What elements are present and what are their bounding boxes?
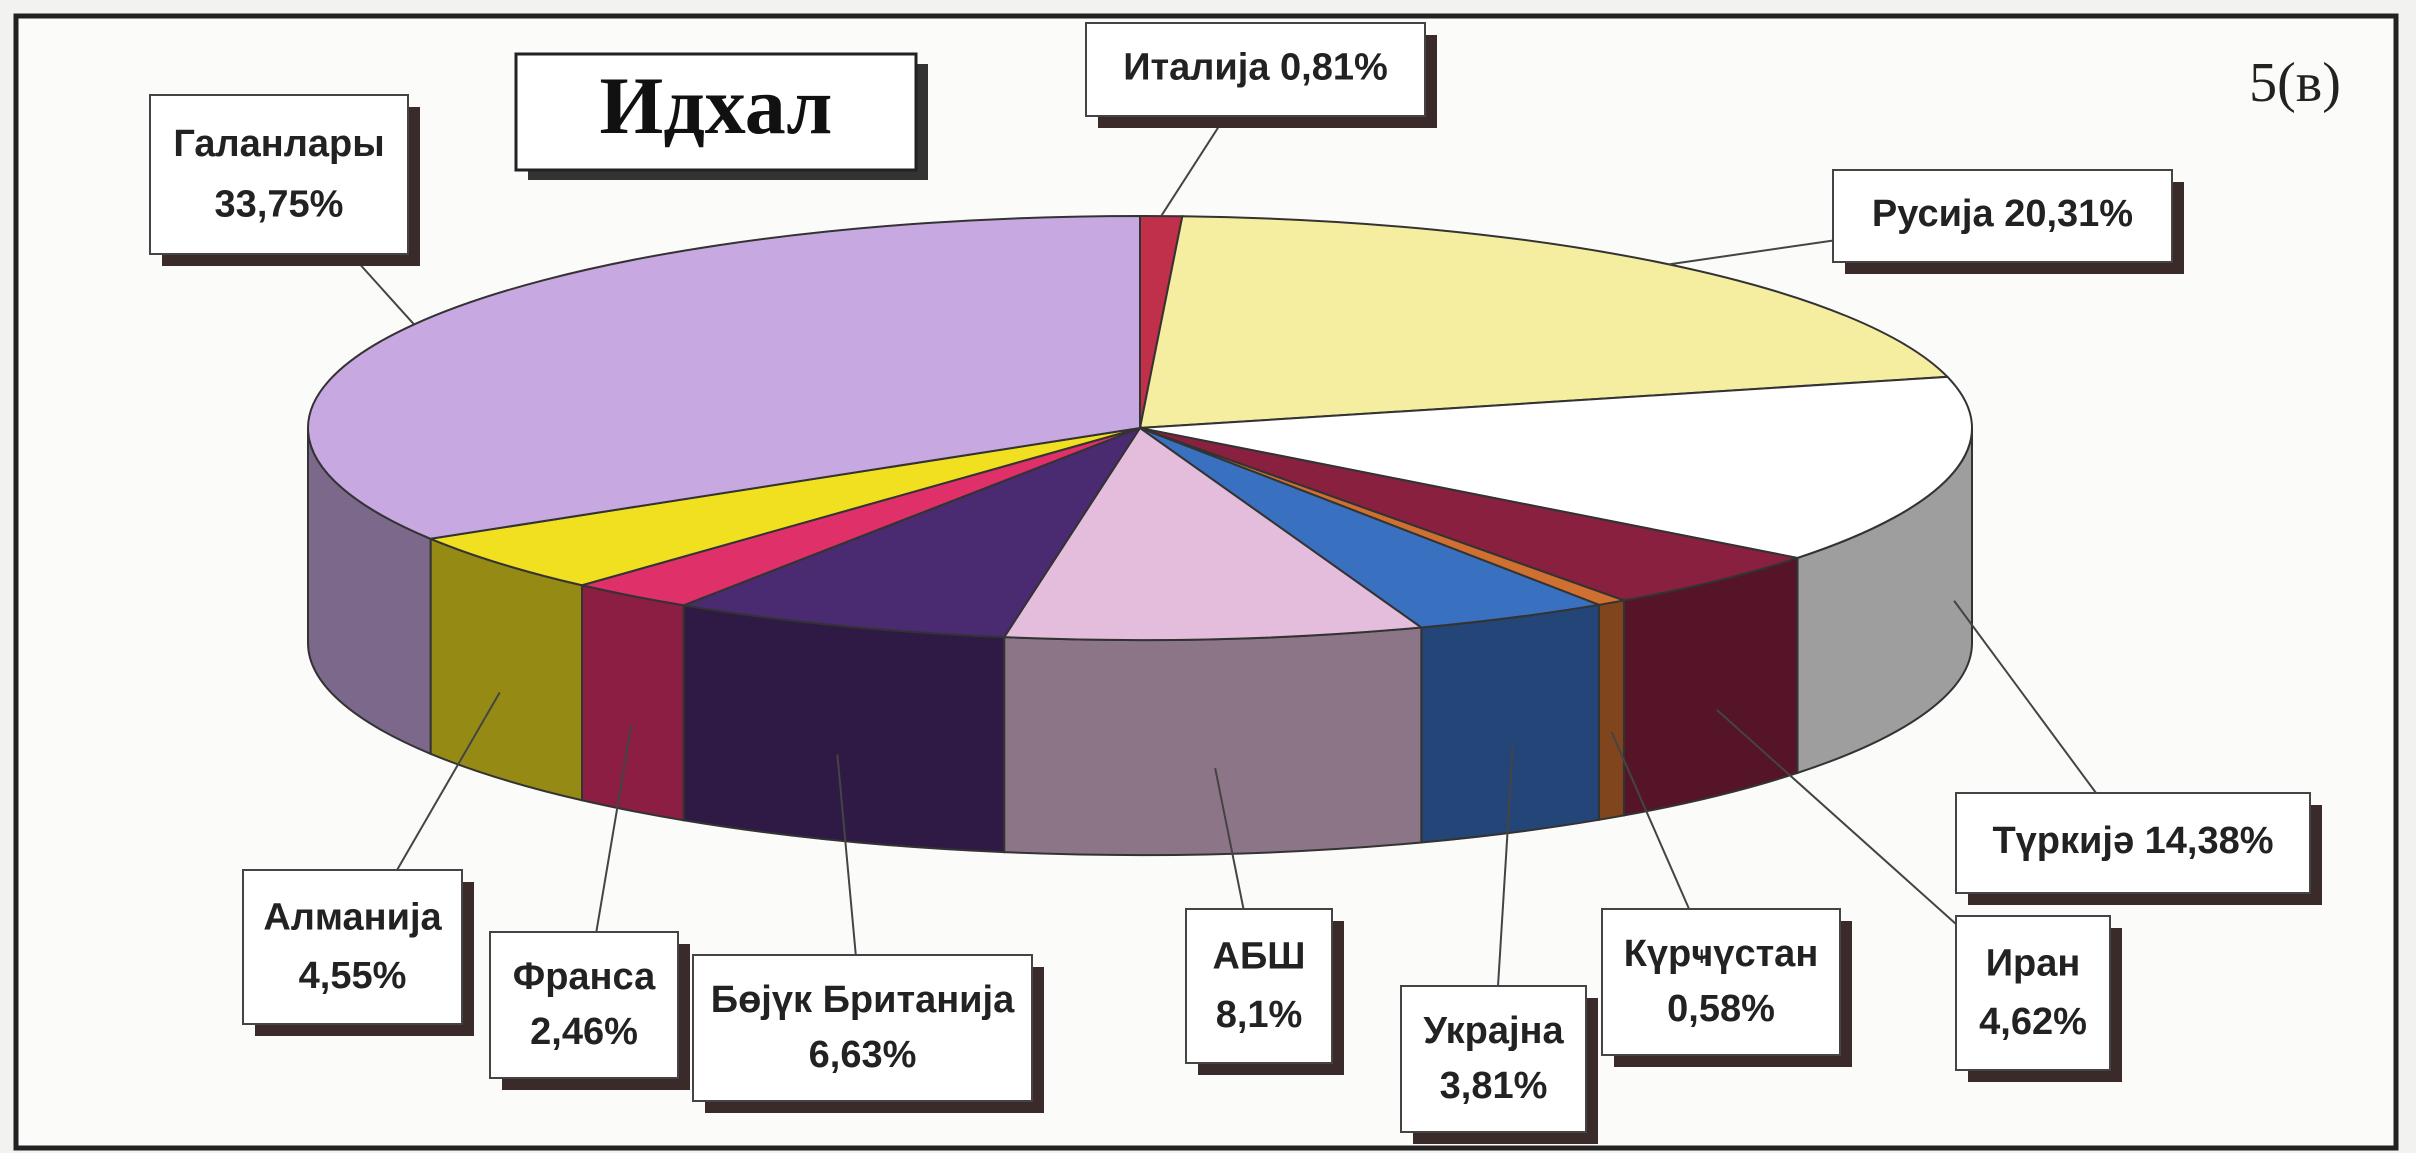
value-label: 14,38% <box>2145 820 2274 862</box>
label-box <box>1955 915 2111 1071</box>
slice-label: Түркијә 14,38% <box>1992 820 2273 862</box>
category-label: Русија <box>1872 193 1995 235</box>
category-label: Франса <box>513 956 656 998</box>
label-box <box>489 931 679 1079</box>
labels: Италија 0,81% Русија 20,31% Түркијә 14,38%… <box>149 22 2322 1144</box>
label-box <box>1400 985 1587 1133</box>
category-label: Галанлары <box>173 123 384 165</box>
label-box <box>242 869 463 1025</box>
slice-label: Русија 20,31% <box>1872 193 2133 235</box>
value-label: 4,62% <box>1979 1001 2087 1043</box>
label-box <box>1955 792 2311 894</box>
category-label: Иран <box>1986 942 2081 984</box>
slice <box>1139 427 1802 602</box>
slice <box>426 427 1141 587</box>
category-label: Украјна <box>1423 1010 1564 1052</box>
value-label: 20,31% <box>2004 193 2133 235</box>
value-label: 6,63% <box>809 1034 917 1076</box>
value-label: 0,58% <box>1667 988 1775 1030</box>
category-label: Түркијә <box>1992 820 2134 862</box>
category-label: Алманија <box>263 896 442 938</box>
label-box <box>1085 22 1426 117</box>
slice <box>1138 215 1950 430</box>
category-label: АБШ <box>1213 935 1306 977</box>
chart-title: Идхал <box>600 60 833 151</box>
value-label: 33,75% <box>215 183 344 225</box>
value-label: 0,81% <box>1280 47 1388 89</box>
slice-label: Италија 0,81% <box>1123 47 1388 89</box>
category-label: Күрҹүстан <box>1624 933 1819 975</box>
slice <box>679 425 1143 639</box>
slice <box>1139 375 1973 559</box>
slice-side <box>1597 599 1625 822</box>
slice-side <box>580 583 685 822</box>
label-box <box>692 954 1033 1102</box>
slice <box>1002 426 1425 641</box>
value-label: 4,55% <box>299 955 407 997</box>
label-box <box>1832 169 2173 263</box>
slice-side <box>1003 626 1423 856</box>
label-box <box>149 94 409 255</box>
label-box <box>1185 908 1333 1064</box>
value-label: 3,81% <box>1440 1065 1548 1107</box>
annotation: 5(в) <box>2249 52 2341 114</box>
pie <box>307 214 1973 856</box>
slice-side <box>1622 556 1799 817</box>
category-label: Италија <box>1123 47 1270 89</box>
slice-side <box>1420 603 1600 844</box>
value-label: 8,1% <box>1216 994 1303 1036</box>
value-label: 2,46% <box>530 1011 638 1053</box>
category-label: Бөјүк Британија <box>711 979 1015 1021</box>
slice <box>1139 427 1603 629</box>
title-box <box>514 52 918 172</box>
label-box <box>1601 908 1841 1056</box>
